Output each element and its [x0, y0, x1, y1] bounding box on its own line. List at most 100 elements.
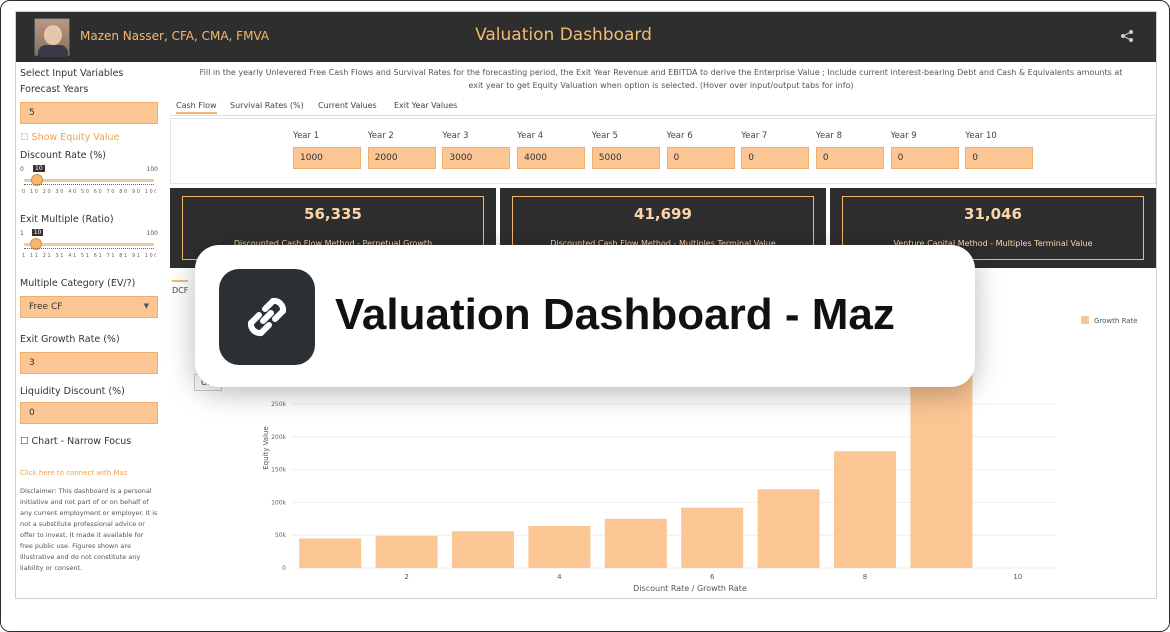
year-value-input[interactable]: 0 [741, 147, 810, 169]
year-column: Year 9 0 [890, 131, 959, 169]
bar[interactable] [834, 451, 896, 568]
year-column: Year 4 4000 [517, 131, 586, 169]
card-value: 31,046 [964, 205, 1022, 223]
liquidity-discount-label: Liquidity Discount (%) [20, 386, 125, 397]
instructions-line-1: Fill in the yearly Unlevered Free Cash F… [199, 68, 1123, 77]
year-value-input[interactable]: 4000 [517, 147, 586, 169]
year-column: Year 10 0 [965, 131, 1034, 169]
discount-rate-slider[interactable]: 0 100 10 0 10 20 30 40 50 60 70 80 90 10… [20, 165, 158, 196]
chart-focus-checkbox[interactable]: ☐ Chart - Narrow Focus [20, 436, 132, 447]
bar[interactable] [452, 531, 514, 568]
page-footer-area [1, 599, 1169, 631]
bar[interactable] [757, 489, 820, 568]
exit-min: 1 [20, 230, 24, 237]
liquidity-discount-input[interactable]: 0 [20, 402, 158, 424]
popup-title: Valuation Dashboard - Maz [335, 290, 895, 339]
legend-label: Growth Rate [1094, 317, 1138, 325]
discount-current-value: 10 [33, 165, 45, 172]
year-label: Year 7 [741, 131, 768, 141]
x-tick-label: 6 [710, 573, 715, 581]
connect-link[interactable]: Click here to connect with Maz [20, 469, 128, 477]
select-inputs-label: Select Input Variables [20, 68, 124, 79]
year-value-input[interactable]: 0 [890, 147, 959, 169]
year-column: Year 7 0 [741, 131, 810, 169]
y-tick-label: 100k [271, 499, 286, 506]
x-tick-label: 8 [863, 573, 867, 581]
disclaimer-text: Disclaimer: This dashboard is a personal… [20, 487, 158, 572]
card-description: Discounted Cash Flow Method - Multiples … [550, 239, 776, 248]
link-icon [219, 269, 315, 365]
bar[interactable] [299, 538, 362, 568]
year-label: Year 10 [965, 131, 997, 141]
year-value-input[interactable]: 5000 [591, 147, 660, 169]
exit-multiple-label: Exit Multiple (Ratio) [20, 214, 114, 225]
author-name: Mazen Nasser, CFA, CMA, FMVA [80, 29, 270, 43]
year-value-input[interactable]: 0 [666, 147, 735, 169]
year-label: Year 1 [293, 131, 320, 141]
forecast-years-label: Forecast Years [20, 84, 89, 95]
bar[interactable] [528, 526, 591, 568]
input-tabs: Cash Flow Survival Rates (%) Current Val… [170, 98, 1156, 116]
year-label: Year 9 [890, 131, 917, 141]
forecast-years-input[interactable]: 5 [20, 102, 158, 124]
card-description: Discounted Cash Flow Method - Perpetual … [233, 239, 433, 248]
y-axis-label: Equity Value [262, 426, 270, 470]
discount-rate-label: Discount Rate (%) [20, 150, 106, 161]
year-value-input[interactable]: 3000 [442, 147, 511, 169]
year-value-input[interactable]: 2000 [367, 147, 436, 169]
bar[interactable] [910, 358, 973, 568]
equity-value-chart: 0 50k 100k 150k 200k 250k 2 4 6 8 10 Discount Rate … [262, 316, 1138, 593]
show-equity-checkbox[interactable]: ☐ Show Equity Value [20, 132, 120, 143]
avatar [34, 18, 70, 57]
page-title: Valuation Dashboard [475, 25, 652, 45]
discount-max: 100 [146, 166, 158, 173]
multiple-category-select[interactable]: Free CF ▼ [20, 296, 158, 318]
x-tick-label: 4 [557, 573, 562, 581]
legend-swatch [1081, 316, 1089, 324]
card-value: 41,699 [634, 205, 692, 223]
y-tick-label: 200k [271, 434, 286, 441]
year-column: Year 5 5000 [591, 131, 660, 169]
year-value-input[interactable]: 0 [965, 147, 1034, 169]
sidebar: Select Input Variables Forecast Years 5 … [20, 66, 160, 598]
multiple-category-value: Free CF [29, 302, 63, 312]
y-tick-label: 150k [271, 467, 286, 474]
tab-survival-rates[interactable]: Survival Rates (%) [230, 101, 304, 110]
year-label: Year 6 [666, 131, 693, 141]
exit-growth-input[interactable]: 3 [20, 352, 158, 374]
tab-cash-flow[interactable]: Cash Flow [176, 101, 217, 114]
y-tick-label: 0 [282, 565, 286, 572]
tab-exit-year-values[interactable]: Exit Year Values [394, 101, 458, 110]
exit-slider-handle[interactable] [29, 238, 42, 250]
year-column: Year 8 0 [815, 131, 884, 169]
x-tick-label: 2 [404, 573, 408, 581]
exit-multiple-slider[interactable]: 1 100 10 1 11 21 31 41 51 61 71 81 91 10… [20, 229, 158, 260]
year-label: Year 4 [517, 131, 544, 141]
tab-dcf[interactable]: DCF [172, 280, 189, 295]
link-preview-popup[interactable]: Valuation Dashboard - Maz [195, 245, 975, 387]
discount-min: 0 [20, 166, 24, 173]
year-value-input[interactable]: 0 [815, 147, 884, 169]
year-value-input[interactable]: 1000 [293, 147, 361, 169]
year-label: Year 5 [591, 131, 618, 141]
chevron-down-icon: ▼ [143, 302, 149, 310]
header-bar: Mazen Nasser, CFA, CMA, FMVA Valuation D… [16, 12, 1156, 62]
y-tick-label: 50k [275, 532, 287, 539]
x-tick-label: 10 [1013, 573, 1022, 581]
tab-current-values[interactable]: Current Values [318, 101, 377, 110]
bar[interactable] [604, 518, 667, 568]
y-tick-label: 250k [271, 401, 286, 408]
instructions-line-2: exit year to get Equity Valuation when o… [468, 81, 854, 90]
share-icon[interactable] [1120, 29, 1136, 45]
discount-slider-handle[interactable] [31, 174, 43, 186]
year-column: Year 6 0 [666, 131, 735, 169]
year-label: Year 2 [367, 131, 394, 141]
bar[interactable] [681, 507, 744, 568]
year-inputs-panel: Year 1 1000 Year 2 2000 Year 3 3000 Year 4 4000… [170, 118, 1156, 184]
exit-growth-label: Exit Growth Rate (%) [20, 334, 120, 345]
year-column: Year 2 2000 [367, 131, 436, 169]
card-value: 56,335 [304, 205, 362, 223]
bar[interactable] [375, 535, 438, 568]
discount-tick-labels: 0 10 20 30 40 50 60 70 80 90 100 [22, 189, 156, 195]
